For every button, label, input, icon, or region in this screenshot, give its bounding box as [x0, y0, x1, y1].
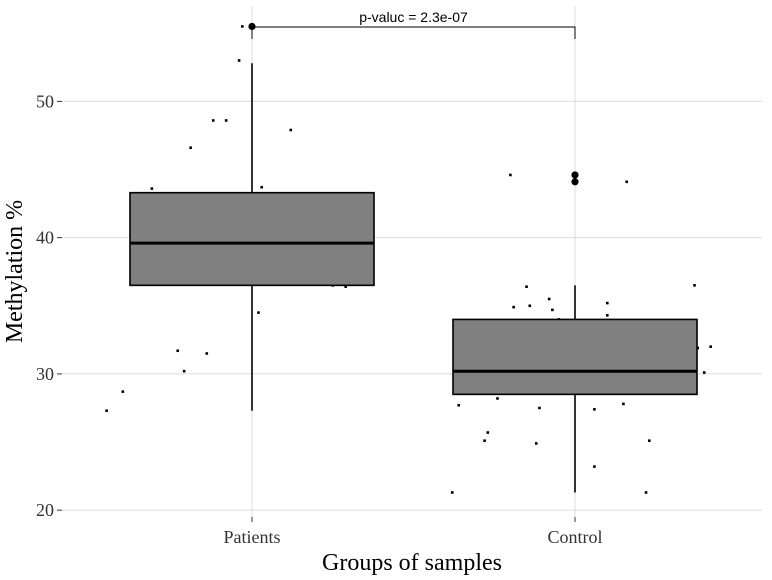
data-point [538, 406, 541, 410]
data-point [450, 491, 454, 494]
data-point [525, 285, 528, 289]
data-point [483, 439, 486, 442]
data-point [176, 349, 180, 353]
data-point [344, 285, 347, 289]
data-point [644, 491, 648, 494]
data-point [606, 314, 609, 317]
y-tick-label: 50 [36, 91, 54, 111]
x-tick-label: Control [547, 527, 602, 547]
data-point [150, 187, 154, 190]
data-point [205, 352, 209, 355]
x-axis-title: Groups of samples [322, 550, 502, 576]
data-point [289, 128, 293, 132]
y-axis-title: Methylation % [2, 200, 28, 343]
data-point [693, 284, 696, 287]
data-point [260, 185, 263, 189]
outlier-point [571, 171, 579, 179]
p-value-label: p-valuc = 2.3e-07 [359, 9, 468, 25]
box-control [452, 318, 698, 396]
box-patients [129, 191, 375, 287]
axes: 20 30 40 50 Patients Control [36, 91, 603, 547]
data-point [625, 180, 628, 184]
outlier-point [248, 22, 256, 31]
data-point [534, 442, 538, 445]
data-point [121, 390, 125, 393]
outlier-point [571, 178, 579, 186]
data-point [593, 408, 596, 411]
y-tick-label: 30 [36, 364, 54, 384]
data-point [709, 345, 712, 348]
data-point [237, 59, 241, 62]
data-point [606, 301, 609, 305]
data-point [241, 25, 244, 28]
y-tick-label: 20 [36, 500, 54, 520]
data-point [528, 304, 532, 308]
data-point [551, 308, 554, 312]
significance-bracket [251, 26, 576, 39]
significance-annotation: p-valuc = 2.3e-07 [251, 9, 576, 39]
data-point [593, 465, 596, 468]
box-plots [129, 22, 698, 493]
x-tick-label: Patients [224, 527, 281, 547]
data-point [486, 431, 490, 434]
data-point [257, 311, 260, 314]
data-point [622, 402, 625, 406]
data-point [224, 119, 228, 122]
data-point [496, 397, 499, 400]
y-tick-label: 40 [36, 228, 54, 248]
data-point [105, 409, 108, 413]
data-point [182, 369, 186, 373]
data-point [547, 297, 551, 301]
data-point [512, 305, 515, 309]
data-point [457, 403, 461, 407]
data-point [189, 146, 192, 150]
data-point [702, 371, 706, 374]
data-point [647, 439, 651, 442]
data-point [509, 173, 512, 177]
data-point [211, 119, 215, 122]
